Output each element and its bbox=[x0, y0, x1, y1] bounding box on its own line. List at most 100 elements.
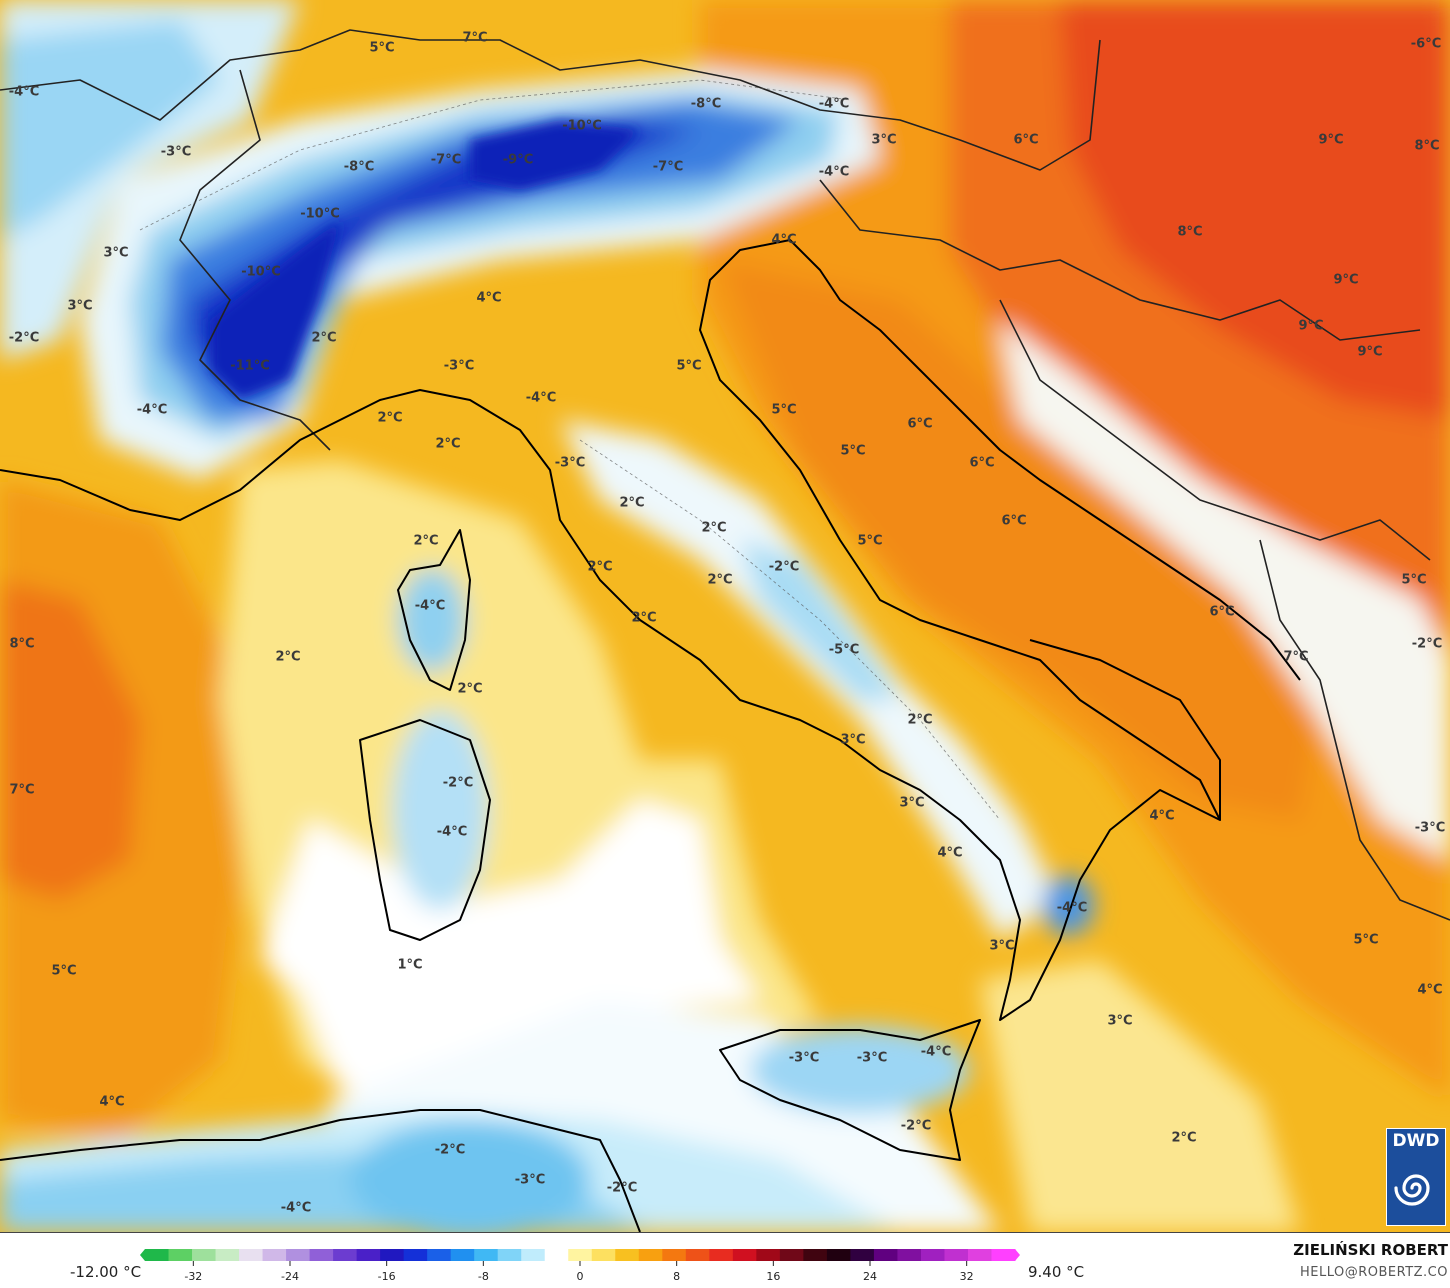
color-scale-swatch bbox=[309, 1249, 334, 1261]
zone-apennines-white bbox=[560, 420, 1060, 940]
temperature-label: -7°C bbox=[431, 153, 461, 168]
zone-calabria-blue bbox=[1042, 875, 1094, 935]
temperature-label: 7°C bbox=[1283, 650, 1308, 665]
temperature-label: 6°C bbox=[1001, 514, 1026, 529]
color-scale-swatch bbox=[756, 1249, 781, 1261]
temperature-label: 2°C bbox=[587, 560, 612, 575]
temperature-label: -4°C bbox=[819, 165, 849, 180]
color-scale-swatch bbox=[450, 1249, 475, 1261]
temperature-label: -5°C bbox=[829, 643, 859, 658]
color-scale-swatch bbox=[850, 1249, 875, 1261]
coast-sardinia bbox=[359, 719, 491, 941]
color-scale-swatch bbox=[826, 1249, 851, 1261]
color-scale-swatch bbox=[427, 1249, 452, 1261]
color-scale-swatch bbox=[568, 1249, 593, 1261]
temperature-label: -2°C bbox=[769, 560, 799, 575]
temperature-label: 2°C bbox=[275, 650, 300, 665]
border-balkans bbox=[999, 299, 1431, 561]
temperature-label: 7°C bbox=[462, 31, 487, 46]
color-scale-tick-label: 24 bbox=[863, 1270, 877, 1283]
color-scale-ticks: -32 -24 -16 -8 0 8 16 24 32 bbox=[184, 1261, 974, 1283]
temperature-label: 5°C bbox=[1401, 573, 1426, 588]
border-balkans-south bbox=[1259, 539, 1450, 921]
temperature-map: 7°C 5°C -4°C -8°C -4°C -10°C 3°C 6°C -6°C 9°C 8°C -… bbox=[0, 0, 1450, 1232]
zone-sardinia-blue bbox=[392, 710, 488, 910]
color-scale-swatch bbox=[380, 1249, 405, 1261]
color-scale-tick-label: 16 bbox=[766, 1270, 780, 1283]
temperature-label: -10°C bbox=[562, 119, 602, 134]
color-scale-bar: -32 -24 -16 -8 0 8 16 24 32 bbox=[140, 1249, 1020, 1283]
temperature-label: 5°C bbox=[857, 534, 882, 549]
color-scale-swatch bbox=[662, 1249, 687, 1261]
color-scale-swatch bbox=[215, 1249, 240, 1261]
color-scale-tick-label: -16 bbox=[378, 1270, 396, 1283]
temperature-label: 1°C bbox=[397, 958, 422, 973]
temperature-label: 4°C bbox=[1149, 809, 1174, 824]
color-scale-swatch bbox=[779, 1249, 804, 1261]
temperature-label: 5°C bbox=[369, 41, 394, 56]
color-scale-swatch bbox=[967, 1249, 992, 1261]
temperature-label: -2°C bbox=[901, 1119, 931, 1134]
color-scale-tick-label: 8 bbox=[673, 1270, 680, 1283]
temperature-label: -4°C bbox=[415, 599, 445, 614]
temperature-label: 8°C bbox=[1414, 139, 1439, 154]
temperature-label: -4°C bbox=[819, 97, 849, 112]
contour-lines bbox=[139, 79, 1001, 821]
temperature-label: 5°C bbox=[1353, 933, 1378, 948]
temperature-label: 5°C bbox=[51, 964, 76, 979]
temperature-label: -10°C bbox=[300, 207, 340, 222]
zone-tyrrhenian-white bbox=[260, 800, 760, 1100]
zone-tunisia-blue bbox=[350, 1120, 590, 1232]
contact-email: HELLO@ROBERTZ.CO bbox=[1299, 1265, 1448, 1280]
dwd-logo-text: DWD bbox=[1392, 1131, 1440, 1151]
color-scale-tick-label: -32 bbox=[184, 1270, 202, 1283]
temperature-label: -3°C bbox=[515, 1173, 545, 1188]
temperature-label: 6°C bbox=[1209, 605, 1234, 620]
temperature-label: -4°C bbox=[281, 1201, 311, 1216]
color-scale-tick-label: 32 bbox=[960, 1270, 974, 1283]
temperature-label: 2°C bbox=[619, 496, 644, 511]
temperature-label: 2°C bbox=[311, 331, 336, 346]
color-scale-swatch bbox=[333, 1249, 358, 1261]
color-scale-swatch bbox=[873, 1249, 898, 1261]
color-scale-swatch bbox=[897, 1249, 922, 1261]
temperature-label: 3°C bbox=[840, 733, 865, 748]
temperature-label: -11°C bbox=[230, 359, 270, 374]
temperature-label: 3°C bbox=[989, 939, 1014, 954]
temperature-label: 3°C bbox=[871, 133, 896, 148]
color-scale-swatch bbox=[591, 1249, 616, 1261]
temperature-label: 6°C bbox=[1013, 133, 1038, 148]
color-scale-swatch bbox=[168, 1249, 193, 1261]
temperature-label: 2°C bbox=[435, 437, 460, 452]
color-scale-swatch bbox=[944, 1249, 969, 1261]
temperature-label: 5°C bbox=[771, 403, 796, 418]
temperature-label: 2°C bbox=[701, 521, 726, 536]
color-scale-swatch bbox=[803, 1249, 828, 1261]
temperature-label: 3°C bbox=[1107, 1014, 1132, 1029]
legend-min-value: -12.00 °C bbox=[70, 1263, 142, 1281]
coast-gargano bbox=[1029, 639, 1221, 820]
color-scale-swatch bbox=[544, 1249, 569, 1261]
temperature-label: -7°C bbox=[653, 160, 683, 175]
coast-france-liguria bbox=[0, 239, 1301, 1021]
color-scale-min-arrow bbox=[140, 1249, 145, 1261]
temperature-label: 9°C bbox=[1357, 345, 1382, 360]
temperature-label: -3°C bbox=[161, 145, 191, 160]
temperature-labels: 7°C 5°C -4°C -8°C -4°C -10°C 3°C 6°C -6°C 9°C 8°C -… bbox=[9, 31, 1445, 1216]
coastlines bbox=[0, 239, 1301, 1232]
temperature-label: -2°C bbox=[9, 331, 39, 346]
border-alps-north bbox=[0, 29, 1101, 171]
temperature-label: -3°C bbox=[857, 1051, 887, 1066]
temperature-label: 4°C bbox=[771, 233, 796, 248]
temperature-label: 6°C bbox=[907, 417, 932, 432]
temperature-label: 3°C bbox=[67, 299, 92, 314]
temperature-label: 5°C bbox=[840, 444, 865, 459]
temperature-label: -4°C bbox=[526, 391, 556, 406]
color-scale-swatch bbox=[615, 1249, 640, 1261]
legend-max-value: 9.40 °C bbox=[1028, 1263, 1085, 1281]
color-scale-swatch bbox=[474, 1249, 499, 1261]
color-scale-swatch bbox=[239, 1249, 264, 1261]
temperature-label: -10°C bbox=[241, 265, 281, 280]
country-borders bbox=[0, 29, 1450, 921]
coast-africa bbox=[0, 1109, 641, 1232]
